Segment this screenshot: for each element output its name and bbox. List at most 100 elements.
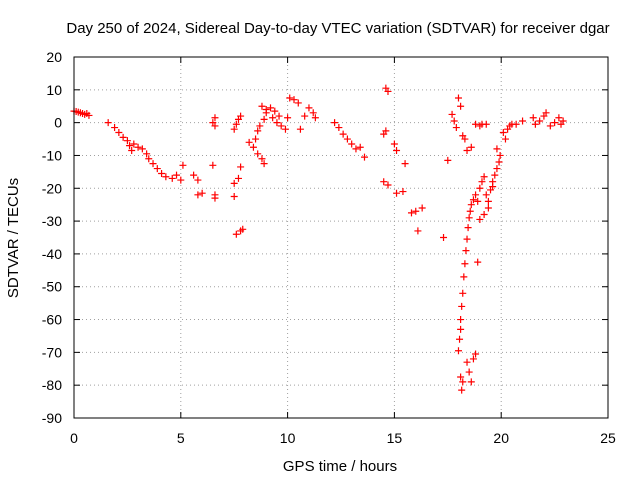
chart-title: Day 250 of 2024, Sidereal Day-to-day VTE… [66, 20, 609, 37]
data-point [464, 224, 472, 232]
data-point [461, 260, 469, 268]
data-point [162, 173, 170, 181]
data-point [555, 114, 563, 122]
x-tick-label: 25 [600, 430, 616, 446]
data-point [472, 350, 480, 358]
data-point [290, 96, 298, 104]
data-point [531, 120, 539, 128]
data-point [237, 163, 245, 171]
data-point [232, 120, 240, 128]
data-point [450, 117, 458, 125]
data-point [245, 138, 253, 146]
data-point [153, 165, 161, 173]
data-point [190, 171, 198, 179]
data-point [348, 140, 356, 148]
data-point [501, 135, 509, 143]
data-point [542, 109, 550, 117]
data-point [452, 124, 460, 132]
data-point [390, 140, 398, 148]
data-point [457, 325, 465, 333]
data-point [296, 125, 304, 133]
data-point [158, 170, 166, 178]
data-point [271, 107, 279, 115]
data-point [493, 165, 501, 173]
data-point [119, 133, 127, 141]
data-point [393, 189, 401, 197]
data-point [194, 191, 202, 199]
data-point [286, 94, 294, 102]
data-point [457, 373, 465, 381]
data-point [551, 119, 559, 127]
data-point [496, 151, 504, 159]
data-point [134, 143, 142, 151]
data-point [211, 122, 219, 130]
data-point [484, 197, 492, 205]
x-tick-label: 15 [387, 430, 403, 446]
data-point [458, 386, 466, 394]
data-point [254, 150, 262, 158]
data-point [499, 128, 507, 136]
data-point [462, 247, 470, 255]
data-point [168, 174, 176, 182]
y-axis-label: SDTVAR / TECUs [5, 178, 22, 298]
data-point [444, 156, 452, 164]
data-point [472, 191, 480, 199]
data-point [519, 117, 527, 125]
data-point [457, 102, 465, 110]
data-point [536, 117, 544, 125]
data-point [546, 122, 554, 130]
data-point [401, 160, 409, 168]
data-point [418, 204, 426, 212]
data-point [128, 147, 136, 155]
data-point [459, 132, 467, 140]
data-point [343, 135, 351, 143]
data-point [352, 145, 360, 153]
y-tick-label: -80 [42, 377, 62, 393]
data-point [111, 124, 119, 132]
data-point [459, 289, 467, 297]
data-point [260, 115, 268, 123]
data-point [484, 204, 492, 212]
data-point [237, 112, 245, 120]
data-point [267, 104, 275, 112]
grid-layer [74, 57, 608, 418]
data-point [457, 316, 465, 324]
data-point [465, 214, 473, 222]
data-point [239, 225, 247, 233]
data-point [258, 102, 266, 110]
data-point [489, 183, 497, 191]
x-axis-label: GPS time / hours [283, 458, 397, 475]
data-point [249, 143, 257, 151]
data-point [399, 188, 407, 196]
data-point [211, 194, 219, 202]
data-point [512, 120, 520, 128]
data-point [230, 179, 238, 187]
data-point [145, 155, 153, 163]
data-point [393, 147, 401, 155]
data-point [474, 258, 482, 266]
data-point [384, 181, 392, 189]
data-point [469, 355, 477, 363]
data-point [493, 145, 501, 153]
data-point [211, 114, 219, 122]
data-point [234, 174, 242, 182]
data-point [476, 215, 484, 223]
data-point [85, 111, 93, 119]
y-tick-label: -20 [42, 180, 62, 196]
data-point [173, 171, 181, 179]
data-point [463, 147, 471, 155]
data-point [466, 207, 474, 215]
data-point [294, 99, 302, 107]
y-tick-label: -90 [42, 410, 62, 426]
data-point [104, 119, 112, 127]
data-point [467, 201, 475, 209]
data-point [260, 160, 268, 168]
data-point [179, 161, 187, 169]
data-point [412, 207, 420, 215]
data-point [301, 112, 309, 120]
data-point [482, 191, 490, 199]
data-point [275, 112, 283, 120]
data-point [491, 171, 499, 179]
data-point [256, 122, 264, 130]
